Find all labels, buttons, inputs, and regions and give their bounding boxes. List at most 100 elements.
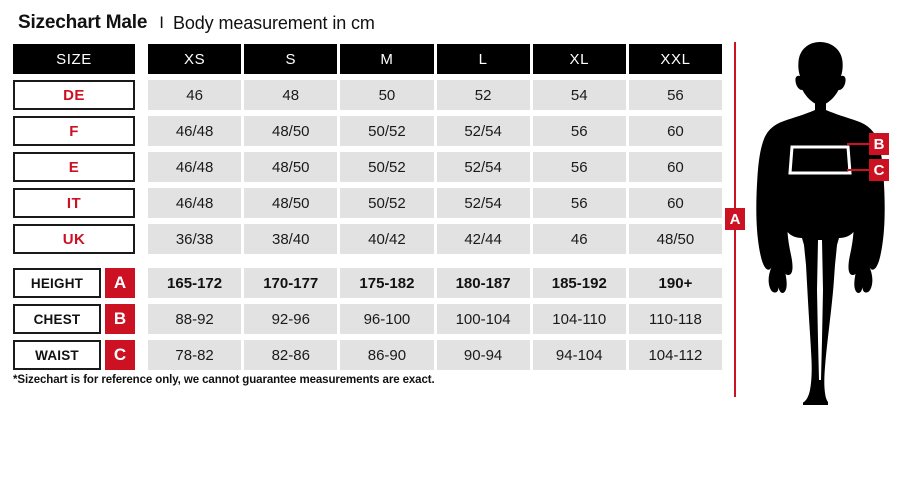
cell-de-s: 48 [244,80,338,110]
country-label-cell: UK [13,224,135,254]
body-measurement-figure: A B C [722,40,897,440]
cell-de-l: 52 [436,80,530,110]
cell-chest-m: 96-100 [340,304,434,334]
cell-height-xxl: 190+ [628,268,723,298]
cell-chest-l: 100-104 [436,304,530,334]
cell-it-xl: 56 [532,188,626,218]
cell-uk-m: 40/42 [340,224,434,254]
male-body-silhouette [756,42,885,405]
cell-f-xl: 56 [532,116,626,146]
chest-measure-band [788,145,852,175]
table-row: DE 46 48 50 52 54 56 [13,80,723,110]
page-title-main: Sizechart Male [18,12,148,33]
cell-waist-xs: 78-82 [148,340,242,370]
size-header-label: SIZE [13,44,135,74]
marker-a-height: A [725,208,745,230]
cell-e-m: 50/52 [340,152,434,182]
cell-waist-m: 86-90 [340,340,434,370]
cell-uk-s: 38/40 [244,224,338,254]
cell-f-m: 50/52 [340,116,434,146]
country-label-cell: DE [13,80,135,110]
cell-waist-s: 82-86 [244,340,338,370]
table-row: E 46/48 48/50 50/52 52/54 56 60 [13,152,723,182]
cell-height-xs: 165-172 [148,268,242,298]
cell-waist-xl: 94-104 [532,340,626,370]
cell-chest-xxl: 110-118 [628,304,723,334]
country-label-de: DE [13,80,135,110]
measurement-label-waist: WAIST [13,340,101,370]
cell-de-m: 50 [340,80,434,110]
measurement-key-c: C [105,340,135,370]
country-label-cell: IT [13,188,135,218]
cell-uk-l: 42/44 [436,224,530,254]
cell-e-xxl: 60 [628,152,723,182]
cell-f-s: 48/50 [244,116,338,146]
cell-uk-xs: 36/38 [148,224,242,254]
cell-it-xs: 46/48 [148,188,242,218]
cell-it-m: 50/52 [340,188,434,218]
country-values-uk: 36/38 38/40 40/42 42/44 46 48/50 [148,224,723,254]
cell-it-l: 52/54 [436,188,530,218]
measurement-key-a: A [105,268,135,298]
cell-height-l: 180-187 [436,268,530,298]
measurement-values-height: 165-172 170-177 175-182 180-187 185-192 … [148,268,723,298]
title-separator: I [159,13,164,32]
cell-uk-xxl: 48/50 [628,224,723,254]
table-row: UK 36/38 38/40 40/42 42/44 46 48/50 [13,224,723,254]
country-values-it: 46/48 48/50 50/52 52/54 56 60 [148,188,723,218]
measurement-label-chest: CHEST [13,304,101,334]
country-values-de: 46 48 50 52 54 56 [148,80,723,110]
country-label-f: F [13,116,135,146]
cell-e-xl: 56 [532,152,626,182]
header-label-cell: SIZE [13,44,135,74]
cell-height-s: 170-177 [244,268,338,298]
cell-chest-s: 92-96 [244,304,338,334]
table-header-row: SIZE XS S M L XL XXL [13,44,723,74]
country-label-it: IT [13,188,135,218]
cell-chest-xl: 104-110 [532,304,626,334]
cell-f-xxl: 60 [628,116,723,146]
marker-c-waist: C [869,159,889,181]
cell-de-xs: 46 [148,80,242,110]
cell-e-s: 48/50 [244,152,338,182]
cell-e-xs: 46/48 [148,152,242,182]
sizechart-table: SIZE XS S M L XL XXL DE 46 48 50 52 54 5… [13,44,723,376]
marker-c-leader-line [847,169,869,171]
cell-f-xs: 46/48 [148,116,242,146]
size-header-xxl: XXL [628,44,723,74]
page-title: Sizechart Male I Body measurement in cm [18,10,375,36]
cell-it-xxl: 60 [628,188,723,218]
table-row: CHEST B 88-92 92-96 96-100 100-104 104-1… [13,304,723,334]
measurement-label-cell-chest: CHEST B [13,304,135,334]
cell-waist-xxl: 104-112 [628,340,723,370]
page-title-subtitle: Body measurement in cm [172,12,375,33]
marker-b-chest: B [869,133,889,155]
cell-e-l: 52/54 [436,152,530,182]
cell-height-m: 175-182 [340,268,434,298]
measurement-label-cell-waist: WAIST C [13,340,135,370]
size-header-l: L [436,44,530,74]
cell-waist-l: 90-94 [436,340,530,370]
size-header-xl: XL [532,44,626,74]
leg-gap [817,240,823,380]
table-row: IT 46/48 48/50 50/52 52/54 56 60 [13,188,723,218]
cell-f-l: 52/54 [436,116,530,146]
disclaimer-text: *Sizechart is for reference only, we can… [13,374,435,386]
marker-b-leader-line [847,143,869,145]
country-label-uk: UK [13,224,135,254]
marker-c-waist-group: C [847,159,889,181]
marker-b-chest-group: B [847,133,889,155]
measurement-label-cell-height: HEIGHT A [13,268,135,298]
measurement-key-b: B [105,304,135,334]
size-header-xs: XS [148,44,242,74]
measurement-values-chest: 88-92 92-96 96-100 100-104 104-110 110-1… [148,304,723,334]
cell-chest-xs: 88-92 [148,304,242,334]
country-label-cell: E [13,152,135,182]
silhouette-body [756,42,885,405]
country-values-f: 46/48 48/50 50/52 52/54 56 60 [148,116,723,146]
measurement-label-height: HEIGHT [13,268,101,298]
table-row: HEIGHT A 165-172 170-177 175-182 180-187… [13,268,723,298]
cell-de-xxl: 56 [628,80,723,110]
table-row: WAIST C 78-82 82-86 86-90 90-94 94-104 1… [13,340,723,370]
header-size-cells: XS S M L XL XXL [148,44,723,74]
